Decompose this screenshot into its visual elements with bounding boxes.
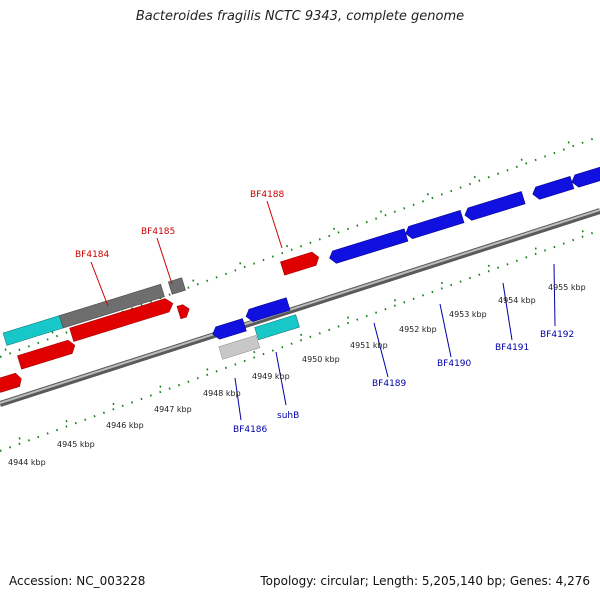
forward-label-leaders xyxy=(90,200,283,307)
map-title: Bacteroides fragilis NCTC 9343, complete… xyxy=(135,9,465,24)
forward-tick-ruler xyxy=(0,130,600,358)
gene-arrow xyxy=(464,191,526,221)
gene-arrow xyxy=(0,372,22,393)
gene-labels: BF4184 BF4185 BF4188 BF4186 suhB BF4189 … xyxy=(75,190,574,435)
gene-arrow xyxy=(532,176,575,200)
ruler-label: 4953 kbp xyxy=(449,310,487,319)
ruler-labels: 4944 kbp 4945 kbp 4946 kbp 4947 kbp 4948… xyxy=(8,283,586,467)
genome-backbone xyxy=(0,208,600,407)
gene-arrow xyxy=(245,297,291,322)
gene-label-forward: BF4184 xyxy=(75,250,110,260)
gene-arrow xyxy=(212,318,247,340)
gene-arrow xyxy=(59,283,165,329)
ruler-label: 4955 kbp xyxy=(548,283,586,292)
gene-label-reverse: BF4192 xyxy=(540,330,574,340)
ruler-label: 4949 kbp xyxy=(252,372,290,381)
ruler-label: 4946 kbp xyxy=(106,421,144,430)
ruler-label: 4947 kbp xyxy=(154,405,192,414)
ruler-label: 4944 kbp xyxy=(8,458,46,467)
gene-arrow xyxy=(17,339,76,370)
genome-summary-text: Topology: circular; Length: 5,205,140 bp… xyxy=(260,574,590,588)
ruler-label: 4948 kbp xyxy=(203,389,241,398)
gene-label-forward: BF4185 xyxy=(141,227,175,237)
accession-text: Accession: NC_003228 xyxy=(9,574,146,588)
gene-label-reverse: BF4189 xyxy=(372,379,407,389)
reverse-label-leaders xyxy=(234,263,556,421)
gene-label-reverse: BF4186 xyxy=(233,425,268,435)
gene-arrow xyxy=(571,166,600,188)
gene-arrow xyxy=(69,298,174,342)
gene-arrow xyxy=(254,314,300,341)
gene-arrow xyxy=(329,228,409,264)
gene-arrow xyxy=(218,335,261,360)
gene-arrow xyxy=(2,315,64,346)
ruler-label: 4952 kbp xyxy=(399,325,437,334)
ruler-label: 4951 kbp xyxy=(350,341,388,350)
gene-label-reverse: BF4190 xyxy=(437,359,472,369)
ruler-label: 4950 kbp xyxy=(302,355,340,364)
gene-arrow xyxy=(167,277,186,295)
gene-label-forward: BF4188 xyxy=(250,190,285,200)
gene-label-reverse: BF4191 xyxy=(495,343,529,353)
ruler-label: 4945 kbp xyxy=(57,440,95,449)
gene-label-reverse: suhB xyxy=(277,411,299,421)
gene-arrows xyxy=(0,166,600,393)
ruler-label: 4954 kbp xyxy=(498,296,536,305)
reverse-tick-ruler xyxy=(0,224,600,452)
gene-arrow xyxy=(176,304,190,320)
gene-arrow xyxy=(405,210,465,240)
gene-arrow xyxy=(280,251,320,276)
